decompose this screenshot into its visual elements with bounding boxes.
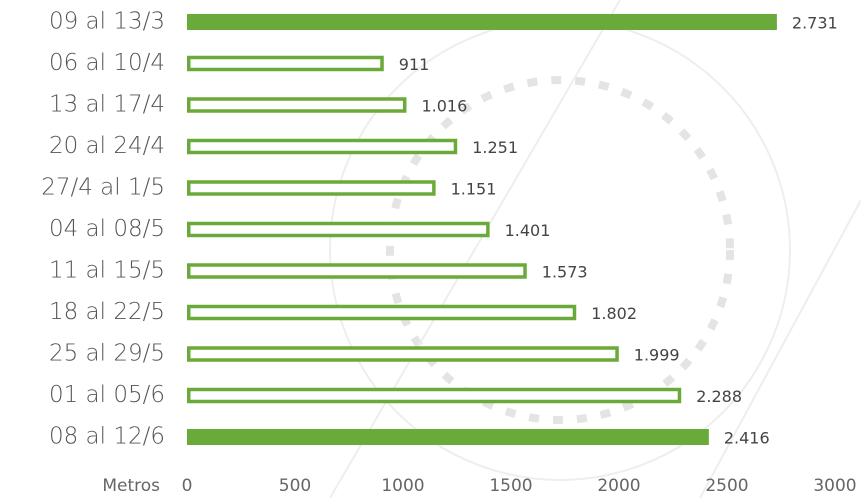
- background-decoration: [329, 0, 861, 498]
- x-axis-label: Metros: [102, 476, 160, 496]
- y-tick-label: 20 al 24/4: [49, 133, 165, 159]
- bar: [187, 304, 577, 321]
- bar: [187, 14, 777, 30]
- bar: [187, 138, 458, 155]
- value-label: 1.802: [591, 304, 637, 323]
- x-tick-label: 3000: [813, 476, 856, 496]
- value-label: 2.416: [724, 429, 770, 448]
- bar: [187, 429, 709, 445]
- x-tick-label: 2000: [597, 476, 640, 496]
- y-tick-label: 18 al 22/5: [49, 299, 165, 325]
- bar: [187, 387, 682, 404]
- value-label: 1.151: [451, 180, 497, 199]
- x-tick-label: 1500: [489, 476, 532, 496]
- y-tick-label: 06 al 10/4: [49, 50, 165, 76]
- bar: [187, 180, 436, 196]
- y-tick-label: 27/4 al 1/5: [41, 175, 165, 201]
- y-tick-label: 04 al 08/5: [49, 216, 165, 242]
- value-label: 1.251: [472, 138, 518, 157]
- y-tick-label: 01 al 05/6: [49, 382, 165, 408]
- bar: [187, 263, 527, 279]
- bar: [187, 221, 490, 238]
- value-label: 911: [399, 55, 430, 74]
- y-tick-label: 25 al 29/5: [49, 341, 165, 367]
- bar: [187, 346, 619, 362]
- x-tick-label: 1000: [381, 476, 424, 496]
- x-tick-label: 0: [182, 476, 193, 496]
- value-label: 1.999: [634, 346, 680, 365]
- x-tick-label: 2500: [705, 476, 748, 496]
- y-tick-label: 13 al 17/4: [49, 92, 165, 118]
- value-label: 2.288: [696, 387, 742, 406]
- y-tick-label: 09 al 13/3: [49, 9, 165, 35]
- value-label: 2.731: [792, 14, 838, 33]
- x-tick-label: 500: [279, 476, 311, 496]
- bar: [187, 55, 384, 72]
- value-label: 1.573: [542, 263, 588, 282]
- y-tick-label: 11 al 15/5: [49, 258, 165, 284]
- value-label: 1.401: [505, 221, 551, 240]
- bar: [187, 97, 407, 113]
- value-label: 1.016: [421, 97, 467, 116]
- y-tick-label: 08 al 12/6: [49, 424, 165, 450]
